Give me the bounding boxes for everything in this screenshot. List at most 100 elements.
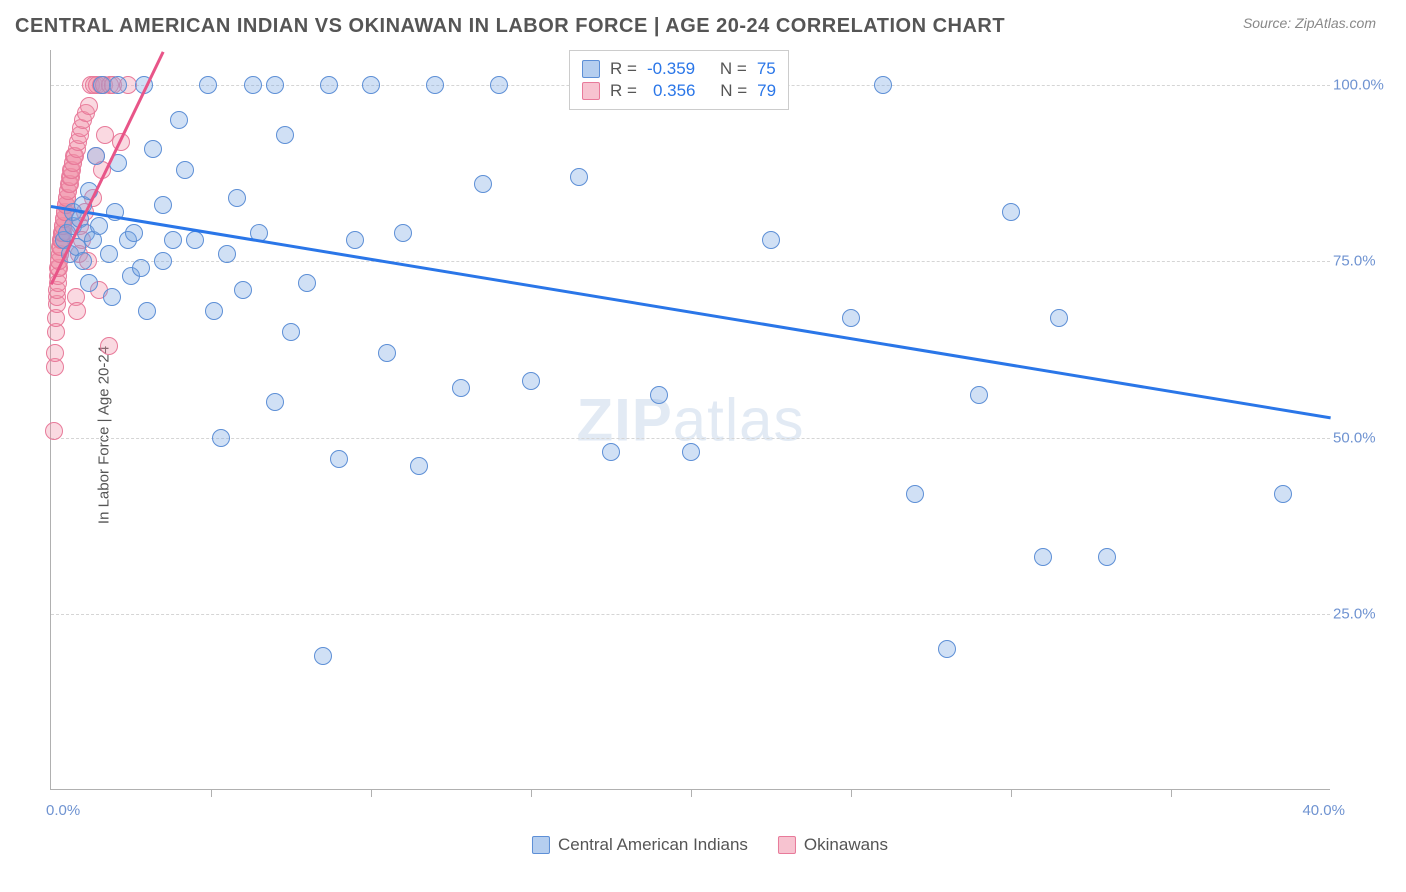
- y-tick-label: 25.0%: [1333, 605, 1388, 622]
- data-point: [452, 379, 470, 397]
- r-prefix: R =: [610, 81, 637, 101]
- data-point: [144, 140, 162, 158]
- data-point: [362, 76, 380, 94]
- data-point: [1274, 485, 1292, 503]
- data-point: [266, 393, 284, 411]
- trend-line: [51, 205, 1331, 419]
- data-point: [132, 259, 150, 277]
- n-prefix: N =: [720, 59, 747, 79]
- data-point: [682, 443, 700, 461]
- y-tick-label: 100.0%: [1333, 77, 1388, 94]
- y-tick-label: 75.0%: [1333, 253, 1388, 270]
- swatch-pink-icon: [778, 836, 796, 854]
- data-point: [650, 386, 668, 404]
- data-point: [970, 386, 988, 404]
- data-point: [80, 274, 98, 292]
- x-tick: [371, 789, 372, 797]
- data-point: [394, 224, 412, 242]
- legend-label-blue: Central American Indians: [558, 835, 748, 855]
- n-prefix: N =: [720, 81, 747, 101]
- swatch-pink-icon: [582, 82, 600, 100]
- data-point: [45, 422, 63, 440]
- data-point: [1002, 203, 1020, 221]
- data-point: [228, 189, 246, 207]
- data-point: [1050, 309, 1068, 327]
- data-point: [205, 302, 223, 320]
- data-point: [570, 168, 588, 186]
- data-point: [378, 344, 396, 362]
- x-tick: [211, 789, 212, 797]
- data-point: [602, 443, 620, 461]
- series-legend: Central American Indians Okinawans: [532, 835, 888, 855]
- data-point: [1034, 548, 1052, 566]
- data-point: [762, 231, 780, 249]
- data-point: [474, 175, 492, 193]
- data-point: [282, 323, 300, 341]
- legend-row-pink: R = 0.356 N = 79: [582, 81, 776, 101]
- data-point: [314, 647, 332, 665]
- gridline: [51, 261, 1330, 262]
- swatch-blue-icon: [582, 60, 600, 78]
- n-value-blue: 75: [757, 59, 776, 79]
- gridline: [51, 438, 1330, 439]
- data-point: [522, 372, 540, 390]
- data-point: [842, 309, 860, 327]
- chart-container: In Labor Force | Age 20-24 ZIPatlas R = …: [50, 50, 1370, 820]
- chart-title: CENTRAL AMERICAN INDIAN VS OKINAWAN IN L…: [15, 15, 1005, 38]
- data-point: [103, 288, 121, 306]
- data-point: [80, 97, 98, 115]
- data-point: [138, 302, 156, 320]
- swatch-blue-icon: [532, 836, 550, 854]
- data-point: [938, 640, 956, 658]
- data-point: [276, 126, 294, 144]
- data-point: [125, 224, 143, 242]
- data-point: [212, 429, 230, 447]
- y-tick-label: 50.0%: [1333, 429, 1388, 446]
- data-point: [100, 245, 118, 263]
- data-point: [244, 76, 262, 94]
- data-point: [874, 76, 892, 94]
- r-prefix: R =: [610, 59, 637, 79]
- data-point: [154, 196, 172, 214]
- data-point: [164, 231, 182, 249]
- data-point: [330, 450, 348, 468]
- data-point: [87, 147, 105, 165]
- data-point: [100, 337, 118, 355]
- r-value-pink: 0.356: [653, 81, 696, 101]
- data-point: [906, 485, 924, 503]
- data-point: [90, 217, 108, 235]
- r-value-blue: -0.359: [647, 59, 695, 79]
- data-point: [68, 302, 86, 320]
- data-point: [74, 252, 92, 270]
- data-point: [170, 111, 188, 129]
- data-point: [320, 76, 338, 94]
- data-point: [1098, 548, 1116, 566]
- x-tick: [531, 789, 532, 797]
- data-point: [298, 274, 316, 292]
- x-tick: [1171, 789, 1172, 797]
- data-point: [109, 76, 127, 94]
- data-point: [46, 344, 64, 362]
- source-label: Source: ZipAtlas.com: [1243, 15, 1376, 31]
- data-point: [426, 76, 444, 94]
- data-point: [199, 76, 217, 94]
- legend-row-blue: R = -0.359 N = 75: [582, 59, 776, 79]
- data-point: [176, 161, 194, 179]
- data-point: [346, 231, 364, 249]
- correlation-legend: R = -0.359 N = 75 R = 0.356 N = 79: [569, 50, 789, 110]
- legend-label-pink: Okinawans: [804, 835, 888, 855]
- data-point: [490, 76, 508, 94]
- plot-area: ZIPatlas R = -0.359 N = 75 R = 0.356 N =…: [50, 50, 1330, 790]
- data-point: [154, 252, 172, 270]
- data-point: [234, 281, 252, 299]
- n-value-pink: 79: [757, 81, 776, 101]
- x-tick: [851, 789, 852, 797]
- data-point: [218, 245, 236, 263]
- x-tick: [1011, 789, 1012, 797]
- x-tick: [691, 789, 692, 797]
- data-point: [186, 231, 204, 249]
- legend-item-blue: Central American Indians: [532, 835, 748, 855]
- legend-item-pink: Okinawans: [778, 835, 888, 855]
- gridline: [51, 614, 1330, 615]
- x-tick-max: 40.0%: [1302, 802, 1345, 819]
